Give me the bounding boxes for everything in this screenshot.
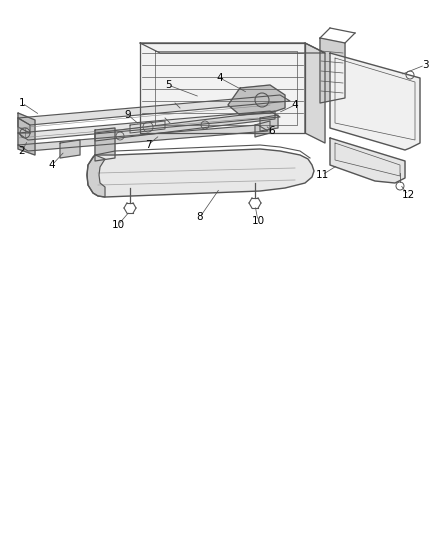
Polygon shape [140,43,305,133]
Text: 11: 11 [315,170,328,180]
Text: 3: 3 [422,60,428,70]
Polygon shape [87,149,314,197]
Text: 4: 4 [217,73,223,83]
Polygon shape [60,140,80,158]
Polygon shape [95,111,275,141]
Text: 4: 4 [292,100,298,110]
Polygon shape [18,118,30,133]
Polygon shape [140,43,325,53]
Text: 5: 5 [165,80,171,90]
Polygon shape [320,38,345,103]
Polygon shape [130,121,165,133]
Polygon shape [18,113,35,155]
Text: 7: 7 [145,140,151,150]
Polygon shape [228,85,285,115]
Text: 4: 4 [49,160,55,170]
Text: 12: 12 [401,190,415,200]
Polygon shape [330,53,420,150]
Polygon shape [18,95,290,125]
Text: 6: 6 [268,126,276,136]
Text: 2: 2 [19,146,25,156]
Text: 10: 10 [251,216,265,226]
Polygon shape [87,155,105,197]
Text: 8: 8 [197,212,203,222]
Polygon shape [18,125,268,151]
Polygon shape [330,138,405,183]
Text: 1: 1 [19,98,25,108]
Text: 10: 10 [111,220,124,230]
Text: 9: 9 [125,110,131,120]
Polygon shape [305,43,325,143]
Polygon shape [260,115,278,131]
Polygon shape [95,128,115,161]
Polygon shape [255,121,270,137]
Polygon shape [18,111,280,140]
